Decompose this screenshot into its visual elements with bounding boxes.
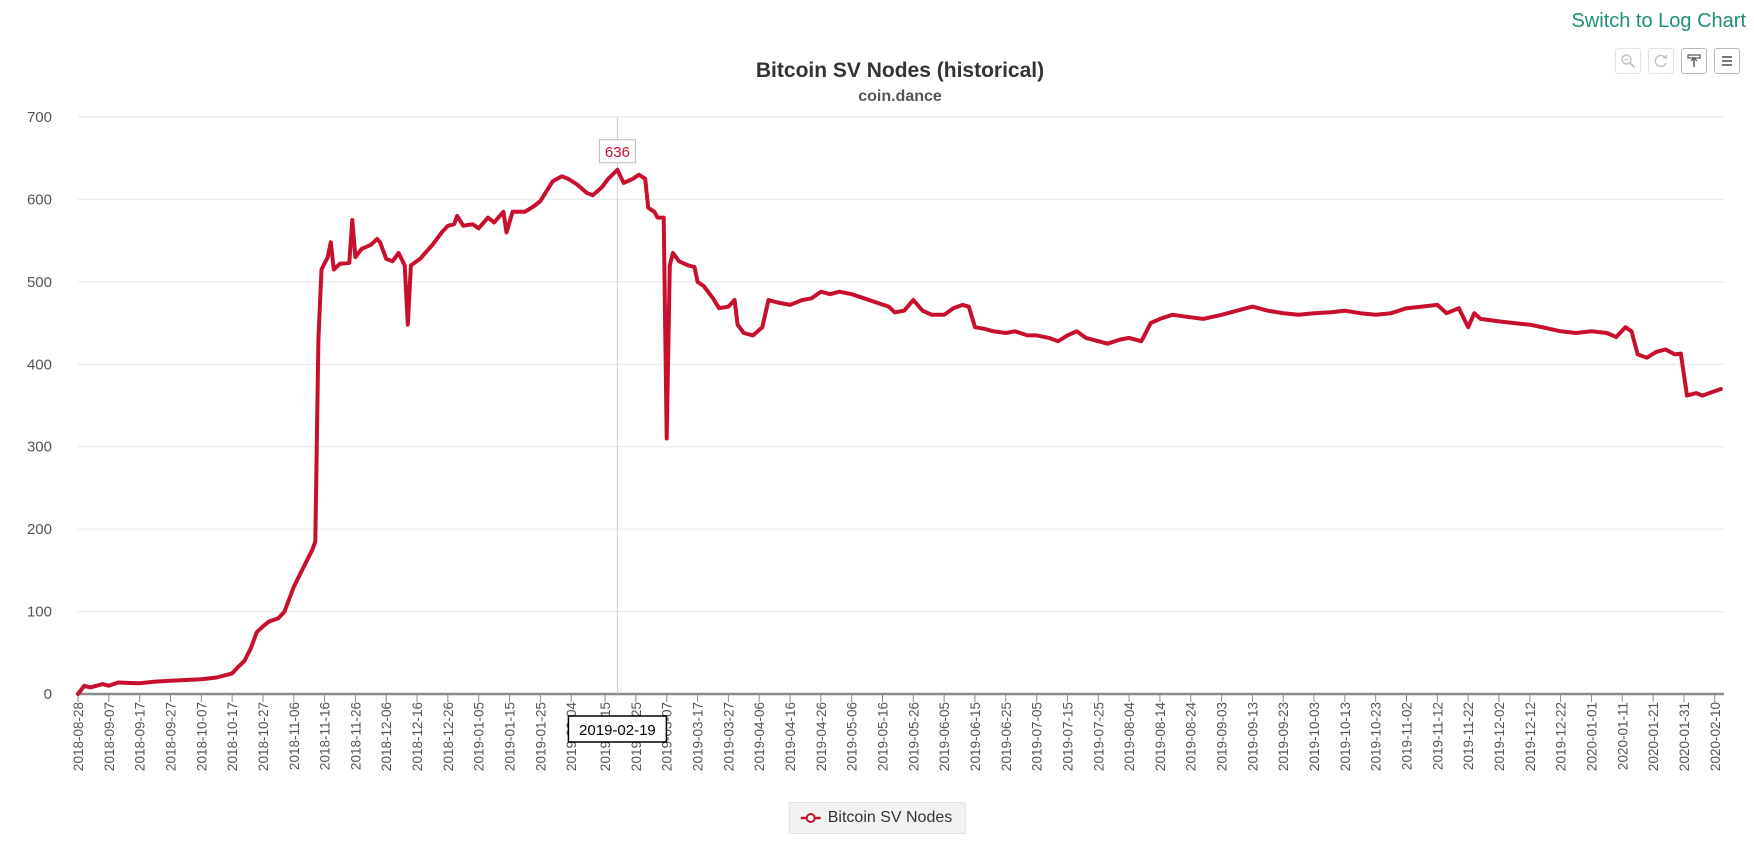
- x-tick-label-2019-08-24: 2019-08-24: [1184, 702, 1199, 772]
- refresh-icon[interactable]: [1648, 48, 1674, 74]
- x-tick-label-2019-11-02: 2019-11-02: [1400, 702, 1415, 770]
- y-tick-label-200: 200: [27, 521, 52, 538]
- x-tick-label-2018-11-26: 2018-11-26: [348, 702, 363, 770]
- x-tick-label-2019-10-03: 2019-10-03: [1307, 702, 1322, 771]
- x-tick-label-2020-02-10: 2020-02-10: [1708, 702, 1723, 771]
- x-tick-label-2019-07-15: 2019-07-15: [1060, 702, 1075, 771]
- tooltip-value-label: 636: [605, 144, 630, 161]
- x-tick-label-2019-10-13: 2019-10-13: [1338, 702, 1353, 771]
- x-tick-label-2019-01-05: 2019-01-05: [472, 702, 487, 771]
- x-tick-label-2019-12-22: 2019-12-22: [1554, 702, 1569, 771]
- x-tick-label-2018-12-06: 2018-12-06: [379, 702, 394, 771]
- x-tick-label-2019-05-16: 2019-05-16: [876, 702, 891, 771]
- legend-label: Bitcoin SV Nodes: [827, 809, 953, 826]
- x-tick-label-2020-01-21: 2020-01-21: [1646, 702, 1661, 771]
- x-tick-label-2019-05-06: 2019-05-06: [845, 702, 860, 771]
- x-tick-label-2019-03-27: 2019-03-27: [721, 702, 736, 771]
- x-tick-label-2019-11-22: 2019-11-22: [1461, 702, 1476, 770]
- x-tick-label-2019-07-25: 2019-07-25: [1091, 702, 1106, 771]
- y-tick-label-500: 500: [27, 274, 52, 291]
- series-layer: [76, 167, 1723, 696]
- y-tick-label-0: 0: [44, 686, 52, 703]
- x-tick-label-2020-01-01: 2020-01-01: [1584, 702, 1599, 771]
- x-tick-label-2019-07-05: 2019-07-05: [1030, 702, 1045, 771]
- y-tick-label-600: 600: [27, 191, 52, 208]
- x-tick-label-2019-09-13: 2019-09-13: [1245, 702, 1260, 771]
- tooltip-date-box: [567, 715, 668, 743]
- tooltip-value-box: [598, 139, 636, 164]
- y-tick-label-400: 400: [27, 356, 52, 373]
- x-tick-label-2019-03-17: 2019-03-17: [691, 702, 706, 771]
- x-tick-label-2018-10-07: 2018-10-07: [194, 702, 209, 771]
- chart-toolbar: [1615, 48, 1740, 74]
- x-tick-label-2019-01-25: 2019-01-25: [533, 702, 548, 771]
- tooltip: 636 2019-02-19: [567, 139, 668, 743]
- x-tick-label-2019-12-02: 2019-12-02: [1492, 702, 1507, 771]
- x-axis: 2018-08-28 2018-09-07 2018-09-17 2018-09-27…: [71, 692, 1724, 772]
- x-tick-label-2018-09-17: 2018-09-17: [133, 702, 148, 771]
- legend-item-bitcoin-sv-nodes[interactable]: Bitcoin SV Nodes: [788, 802, 966, 834]
- y-tick-label-300: 300: [27, 439, 52, 456]
- x-tick-label-2019-08-14: 2019-08-14: [1153, 702, 1168, 772]
- x-tick-label-2019-12-12: 2019-12-12: [1523, 702, 1538, 771]
- x-tick-label-2019-09-23: 2019-09-23: [1276, 702, 1291, 771]
- x-tick-label-2019-06-25: 2019-06-25: [999, 702, 1014, 771]
- x-tick-label-2018-08-28: 2018-08-28: [71, 702, 86, 771]
- x-tick-label-2019-11-12: 2019-11-12: [1430, 702, 1445, 770]
- x-tick-label-2019-04-16: 2019-04-16: [783, 702, 798, 771]
- x-tick-label-2020-01-31: 2020-01-31: [1677, 702, 1692, 771]
- y-axis: 0 100 200 300 400 500 600 700: [27, 109, 52, 703]
- x-tick-label-2018-12-16: 2018-12-16: [410, 702, 425, 771]
- x-tick-label-2018-10-27: 2018-10-27: [256, 702, 271, 771]
- reset-zoom-icon[interactable]: [1681, 48, 1707, 74]
- chart-title: Bitcoin SV Nodes (historical): [756, 59, 1044, 82]
- switch-to-log-chart-link[interactable]: Switch to Log Chart: [1571, 10, 1746, 32]
- x-tick-label-2019-04-26: 2019-04-26: [814, 702, 829, 771]
- x-tick-label-2018-09-07: 2018-09-07: [102, 702, 117, 771]
- x-tick-label-2018-10-17: 2018-10-17: [225, 702, 240, 771]
- y-tick-label-100: 100: [27, 604, 52, 621]
- x-tick-label-2018-11-16: 2018-11-16: [318, 702, 333, 770]
- series-line-0: [76, 167, 1723, 696]
- menu-icon[interactable]: [1714, 48, 1740, 74]
- x-tick-label-2019-06-15: 2019-06-15: [968, 702, 983, 771]
- x-tick-label-2019-04-06: 2019-04-06: [752, 702, 767, 771]
- grid-lines: [78, 116, 1724, 613]
- x-tick-label-2019-05-26: 2019-05-26: [906, 702, 921, 771]
- x-tick-label-2019-06-05: 2019-06-05: [937, 702, 952, 771]
- legend-marker-icon: [800, 813, 821, 823]
- x-tick-label-2019-01-15: 2019-01-15: [503, 702, 518, 771]
- y-tick-label-700: 700: [27, 109, 52, 126]
- x-tick-label-2019-08-04: 2019-08-04: [1122, 702, 1137, 772]
- x-tick-label-2018-12-26: 2018-12-26: [441, 702, 456, 771]
- zoom-icon[interactable]: [1615, 48, 1641, 74]
- x-tick-label-2018-09-27: 2018-09-27: [163, 702, 178, 771]
- x-tick-label-2018-11-06: 2018-11-06: [287, 702, 302, 770]
- chart-subtitle: coin.dance: [858, 88, 942, 105]
- x-tick-label-2019-10-23: 2019-10-23: [1369, 702, 1384, 771]
- tooltip-date-label: 2019-02-19: [579, 722, 656, 739]
- x-tick-label-2019-09-03: 2019-09-03: [1215, 702, 1230, 771]
- x-tick-label-2020-01-11: 2020-01-11: [1615, 702, 1630, 770]
